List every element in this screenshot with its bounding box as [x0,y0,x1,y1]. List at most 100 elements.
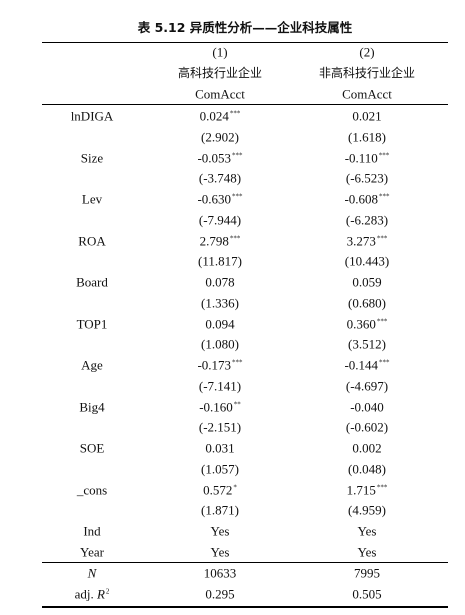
coef-cell: 2.798*** [200,234,241,247]
coefficient: -0.173 [197,357,232,373]
coef-cell: 0.024*** [200,110,241,123]
coef-cell: 3.273*** [347,234,388,247]
header-cell: ComAcct [195,86,245,102]
coef-cell: -0.173*** [197,359,242,372]
variable-name: Size [80,150,104,166]
rule-header [42,104,448,105]
rule-bottom [42,606,448,608]
coef-cell: 0.021 [352,110,381,123]
significance-stars: *** [232,358,243,367]
stat-prefix: adj. [74,586,97,602]
stat-name: N [88,567,97,580]
variable-name: lnDIGA [70,108,114,124]
t-stat: (-7.141) [198,378,242,394]
coefficient: 0.078 [205,274,235,290]
stat-name: adj. R2 [75,588,110,601]
significance-stars: *** [376,483,388,492]
variable-name: _cons [76,482,108,498]
control-value: Yes [210,523,230,539]
significance-stars: *** [376,234,388,243]
coef-cell: -0.608*** [344,193,389,206]
coefficient: -0.630 [197,191,232,207]
coefficient: -0.110 [344,150,378,166]
coefficient: 0.021 [352,108,382,124]
coefficient: 0.360 [346,316,376,332]
coefficient: -0.040 [350,399,384,415]
coefficient: 0.059 [352,274,382,290]
rule-top [42,42,448,43]
coef-cell: 0.572* [203,483,237,496]
stat-value: 10633 [203,565,237,581]
stat-symbol: R [96,586,105,602]
coefficient: 0.094 [205,316,235,332]
significance-stars: *** [232,151,243,160]
t-stat: (10.443) [344,253,390,269]
coef-cell: 0.360*** [347,317,388,330]
significance-stars: *** [232,192,243,201]
variable-name: Lev [81,191,103,207]
coefficient: -0.608 [344,191,379,207]
coefficient: 0.024 [199,108,229,124]
significance-stars: *** [379,358,390,367]
t-stat: (-6.283) [345,212,389,228]
t-stat: (1.618) [348,129,386,145]
t-stat: (1.057) [201,461,239,477]
variable-name: Big4 [79,399,105,415]
coefficient: 1.715 [346,482,376,498]
header-cell: (1) [212,44,228,60]
coef-cell: -0.110*** [345,151,390,164]
stat-value: 0.505 [352,586,382,602]
t-stat: (-2.151) [198,419,242,435]
t-stat: (0.048) [348,461,386,477]
coefficient: -0.053 [197,150,232,166]
significance-stars: * [233,483,237,492]
t-stat: (11.817) [198,253,242,269]
significance-stars: ** [233,400,241,409]
stat-superscript: 2 [105,587,110,596]
t-stat: (1.336) [201,295,239,311]
coef-cell: 1.715*** [347,483,388,496]
coefficient: -0.144 [344,357,379,373]
control-value: Yes [210,544,230,560]
coefficient: 0.002 [352,440,382,456]
t-stat: (-3.748) [198,170,242,186]
coef-cell: -0.053*** [197,151,242,164]
header-cell: (2) [359,44,375,60]
stat-value: 7995 [354,565,380,581]
coef-cell: 0.031 [205,442,234,455]
coefficient: -0.160 [199,399,233,415]
t-stat: (3.512) [348,336,386,352]
variable-name: SOE [79,440,105,456]
significance-stars: *** [229,234,241,243]
t-stat: (2.902) [201,129,239,145]
stat-symbol: N [87,565,97,581]
header-cell: ComAcct [342,86,392,102]
t-stat: (1.080) [201,336,239,352]
t-stat: (-6.523) [345,170,389,186]
t-stat: (-4.697) [345,378,389,394]
coef-cell: 0.059 [352,276,381,289]
coefficient: 2.798 [199,233,229,249]
t-stat: (4.959) [348,502,386,518]
control-value: Yes [357,523,377,539]
table-title: 表 5.12 异质性分析——企业科技属性 [137,19,353,35]
significance-stars: *** [376,317,388,326]
significance-stars: *** [379,192,390,201]
t-stat: (0.680) [348,295,386,311]
header-cell: 非高科技行业企业 [318,66,416,80]
coef-cell: -0.040 [350,400,384,413]
coef-cell: -0.144*** [344,359,389,372]
control-name: Year [80,544,104,560]
coef-cell: 0.078 [205,276,234,289]
coefficient: 0.572 [203,482,233,498]
header-cell: 高科技行业企业 [177,66,263,80]
variable-name: TOP1 [76,316,108,332]
rule-stats [42,562,448,563]
stat-value: 0.295 [205,586,235,602]
control-value: Yes [357,544,377,560]
t-stat: (1.871) [201,502,239,518]
significance-stars: *** [229,109,241,118]
coefficient: 3.273 [346,233,376,249]
coef-cell: -0.160** [199,400,241,413]
